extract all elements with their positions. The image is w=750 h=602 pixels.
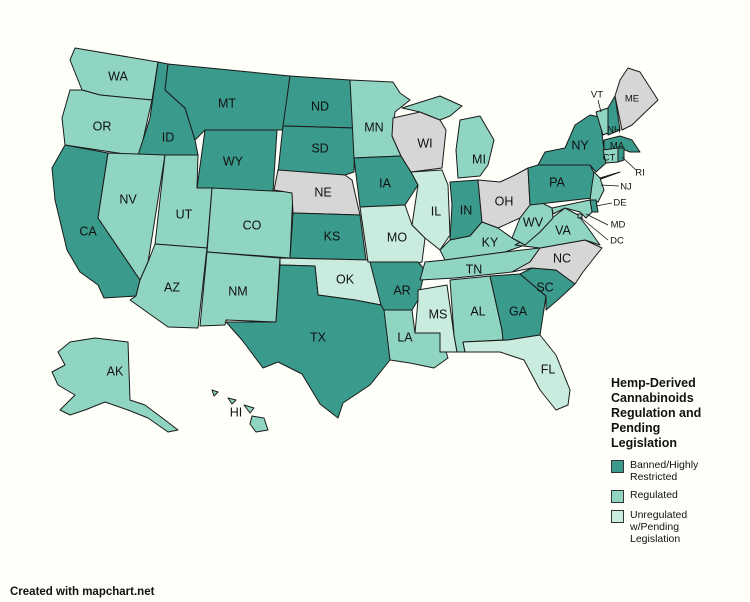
state-label-ma: MA <box>610 141 625 152</box>
state-label-co: CO <box>243 218 262 232</box>
state-ak[interactable] <box>51 337 179 433</box>
legend-title: Hemp-Derived Cannabinoids Regulation and… <box>611 376 702 450</box>
state-label-la: LA <box>397 330 413 344</box>
state-label-in: IN <box>460 203 473 217</box>
state-nh[interactable] <box>607 95 621 136</box>
state-hi[interactable] <box>211 389 269 433</box>
state-label-tn: TN <box>466 262 483 276</box>
state-label-mn: MN <box>364 120 383 134</box>
legend-swatch-regulated <box>611 490 624 503</box>
state-nj[interactable] <box>589 171 605 203</box>
state-label-de: DE <box>613 198 626 209</box>
state-label-sd: SD <box>311 141 328 155</box>
legend-item-pending: Unregulated w/Pending Legislation <box>611 509 746 545</box>
state-label-nc: NC <box>553 251 571 265</box>
state-label-id: ID <box>162 130 175 144</box>
state-label-az: AZ <box>164 280 180 294</box>
legend-label-regulated: Regulated <box>630 489 678 501</box>
state-label-nm: NM <box>228 284 247 298</box>
state-label-ky: KY <box>482 235 499 249</box>
legend-swatch-banned <box>611 460 624 473</box>
state-label-ak: AK <box>107 364 124 378</box>
state-label-nv: NV <box>119 192 137 206</box>
state-label-ri: RI <box>635 168 645 179</box>
legend-label-pending: Unregulated w/Pending Legislation <box>630 509 688 545</box>
state-label-ut: UT <box>176 207 193 221</box>
state-label-mo: MO <box>387 230 407 244</box>
state-label-ar: AR <box>393 283 410 297</box>
state-me[interactable] <box>614 67 659 131</box>
legend-swatch-pending <box>611 510 624 523</box>
state-label-me: ME <box>625 94 639 105</box>
state-label-nd: ND <box>311 99 329 113</box>
state-label-fl: FL <box>541 362 556 376</box>
state-label-dc: DC <box>610 236 624 247</box>
state-label-ca: CA <box>79 224 97 238</box>
state-label-va: VA <box>555 223 571 237</box>
state-label-wi: WI <box>417 136 432 150</box>
state-label-wy: WY <box>223 154 244 168</box>
label-leader-lines <box>579 99 637 241</box>
legend-item-regulated: Regulated <box>611 489 746 503</box>
state-label-mi: MI <box>472 152 486 166</box>
state-label-wv: WV <box>523 215 544 229</box>
legend-item-banned: Banned/Highly Restricted <box>611 459 746 483</box>
state-label-il: IL <box>431 204 441 218</box>
state-label-ga: GA <box>509 304 528 318</box>
state-label-ny: NY <box>571 138 589 152</box>
state-label-ks: KS <box>324 229 341 243</box>
state-az[interactable] <box>129 243 208 329</box>
state-tx[interactable] <box>225 264 391 419</box>
state-label-ne: NE <box>314 185 331 199</box>
state-label-hi: HI <box>230 405 243 419</box>
state-fl[interactable] <box>462 334 571 411</box>
state-label-tx: TX <box>310 330 327 344</box>
mapchart-credit: Created with mapchart.net <box>10 586 155 598</box>
state-dc[interactable] <box>577 213 583 219</box>
state-label-oh: OH <box>495 194 514 208</box>
state-label-wa: WA <box>108 69 128 83</box>
state-label-ms: MS <box>429 307 448 321</box>
state-label-ia: IA <box>379 176 391 190</box>
state-mi[interactable] <box>401 95 495 179</box>
state-la[interactable] <box>383 309 449 369</box>
legend-label-banned: Banned/Highly Restricted <box>630 459 699 483</box>
state-label-or: OR <box>93 119 112 133</box>
state-ar[interactable] <box>369 261 426 311</box>
state-label-vt: VT <box>591 90 603 101</box>
state-label-sc: SC <box>536 280 553 294</box>
state-label-md: MD <box>611 220 626 231</box>
legend: Hemp-Derived Cannabinoids Regulation and… <box>611 376 746 551</box>
state-label-mt: MT <box>218 96 236 110</box>
state-label-ct: CT <box>603 153 616 164</box>
state-label-al: AL <box>470 304 485 318</box>
state-nc[interactable] <box>511 239 603 285</box>
state-sd[interactable] <box>277 125 356 176</box>
state-label-nj: NJ <box>620 182 632 193</box>
state-ms[interactable] <box>414 284 458 353</box>
state-ri[interactable] <box>617 147 625 163</box>
state-label-ok: OK <box>336 272 355 286</box>
state-label-nh: NH <box>607 125 621 136</box>
state-label-pa: PA <box>549 175 565 189</box>
